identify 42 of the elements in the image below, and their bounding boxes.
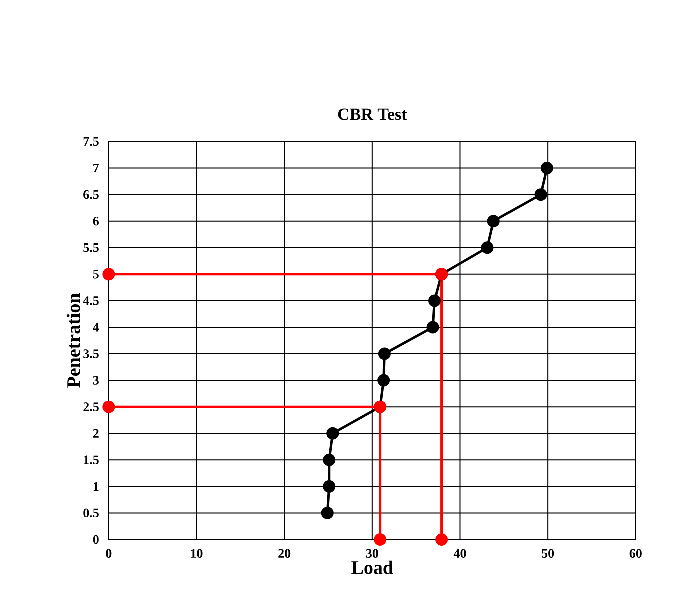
y-tick-label: 2 bbox=[93, 429, 99, 438]
point bbox=[323, 454, 336, 466]
y-tick-label: 7 bbox=[94, 164, 100, 173]
point bbox=[540, 162, 554, 175]
y-tick-label: 6 bbox=[93, 216, 99, 226]
point bbox=[323, 480, 336, 493]
x-tick-label: 0 bbox=[106, 549, 112, 558]
y-tick-label: 5 bbox=[93, 270, 99, 279]
point bbox=[321, 506, 334, 520]
x-tick-label: 20 bbox=[278, 549, 291, 558]
x-tick-label: 60 bbox=[630, 549, 642, 558]
chart-title: CBR Test bbox=[338, 108, 408, 120]
y-tick-label: 0.5 bbox=[84, 508, 99, 518]
y-tick-label: 6.5 bbox=[84, 190, 99, 200]
point bbox=[436, 533, 448, 546]
point bbox=[487, 215, 500, 228]
point bbox=[481, 242, 494, 254]
point bbox=[426, 321, 440, 334]
x-tick-label: 50 bbox=[542, 549, 554, 558]
x-tick-label: 10 bbox=[191, 549, 203, 558]
y-tick-label: 3.5 bbox=[84, 350, 99, 358]
y-tick-label: 0 bbox=[93, 535, 99, 544]
point bbox=[102, 268, 116, 281]
point bbox=[374, 533, 387, 546]
point bbox=[102, 400, 116, 414]
y-tick-label: 5.5 bbox=[84, 244, 99, 252]
y-tick-label: 4 bbox=[93, 323, 100, 332]
y-tick-label: 1.5 bbox=[84, 456, 99, 465]
x-tick-label: 30 bbox=[366, 549, 378, 558]
y-tick-label: 7.5 bbox=[84, 137, 99, 146]
point bbox=[378, 348, 391, 360]
y-axis-title: Penetration bbox=[66, 294, 80, 388]
y-tick-label: 3 bbox=[93, 376, 99, 385]
y-tick-label: 1 bbox=[94, 482, 99, 491]
y-tick-label: 4.5 bbox=[83, 296, 99, 306]
point bbox=[534, 188, 548, 202]
x-axis-title: Load bbox=[352, 560, 394, 574]
point bbox=[326, 427, 340, 440]
x-tick-label: 40 bbox=[454, 549, 466, 558]
y-tick-label: 2.5 bbox=[84, 402, 99, 412]
point bbox=[428, 294, 442, 308]
point bbox=[378, 374, 390, 387]
